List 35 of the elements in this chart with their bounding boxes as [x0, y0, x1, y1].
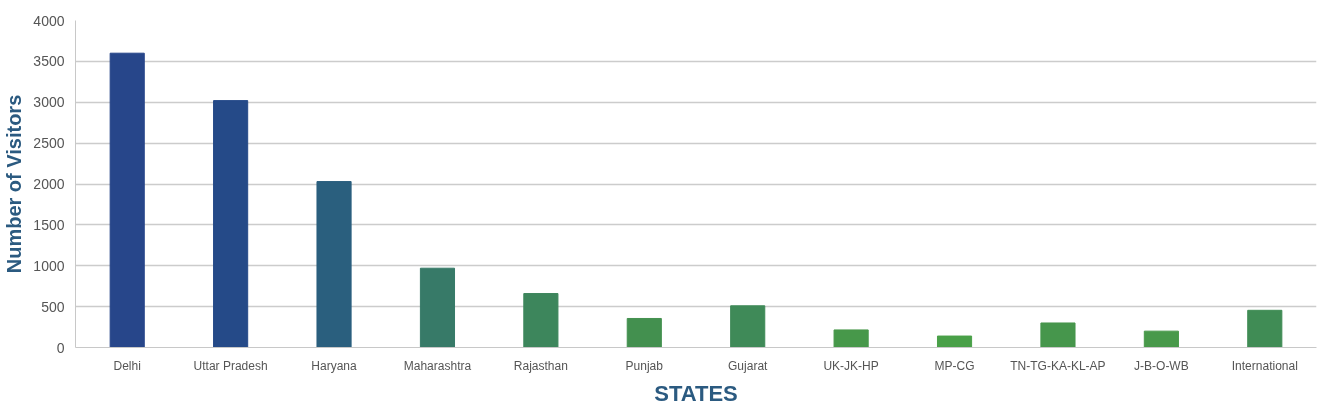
- x-tick-label: Haryana: [311, 358, 358, 373]
- x-tick-label: UK-JK-HP: [823, 358, 879, 373]
- y-tick-label: 1500: [33, 216, 65, 233]
- bar: [936, 335, 973, 348]
- x-tick-label: J-B-O-WB: [1134, 358, 1189, 373]
- x-axis-title: STATES: [654, 380, 738, 406]
- bar: [833, 329, 869, 348]
- bar: [1143, 330, 1179, 348]
- bar: [213, 100, 249, 348]
- x-tick-label: Gujarat: [728, 358, 769, 373]
- x-tick-label: Punjab: [625, 358, 664, 373]
- x-tick-label: MP-CG: [934, 358, 975, 373]
- x-tick-label: Delhi: [113, 358, 141, 373]
- bar: [109, 52, 145, 348]
- x-tick-label: Rajasthan: [513, 358, 568, 373]
- y-tick-label: 0: [56, 339, 65, 356]
- bar: [316, 181, 352, 348]
- bar: [1040, 322, 1076, 348]
- y-tick-label: 2000: [33, 176, 65, 192]
- y-tick-label: 2500: [33, 135, 65, 152]
- x-tick-label: Maharashtra: [403, 358, 472, 373]
- bar: [730, 305, 766, 348]
- y-tick-label: 1000: [33, 257, 65, 274]
- y-tick-label: 500: [41, 298, 65, 315]
- bar: [1247, 309, 1283, 348]
- y-tick-label: 4000: [33, 12, 65, 29]
- y-axis-title: Number of Visitors: [3, 94, 26, 274]
- x-tick-label: TN-TG-KA-KL-AP: [1010, 358, 1106, 373]
- bar: [626, 317, 662, 348]
- y-tick-label: 3000: [33, 94, 65, 111]
- y-tick-label: 3500: [33, 53, 65, 70]
- x-tick-label: International: [1231, 358, 1298, 373]
- x-tick-label: Uttar Pradesh: [193, 358, 268, 373]
- bar: [419, 267, 456, 348]
- bar: [523, 293, 559, 348]
